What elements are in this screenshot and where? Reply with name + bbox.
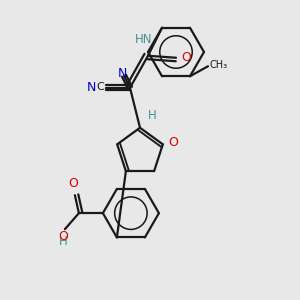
Text: HN: HN (135, 33, 153, 46)
Text: H: H (148, 109, 157, 122)
Text: N: N (87, 81, 96, 94)
Text: O: O (68, 177, 78, 190)
Text: N: N (117, 67, 127, 80)
Text: CH₃: CH₃ (210, 60, 228, 70)
Text: O: O (181, 51, 191, 64)
Text: C: C (96, 82, 104, 92)
Text: O: O (58, 230, 68, 243)
Text: O: O (168, 136, 178, 149)
Text: H: H (58, 235, 67, 248)
